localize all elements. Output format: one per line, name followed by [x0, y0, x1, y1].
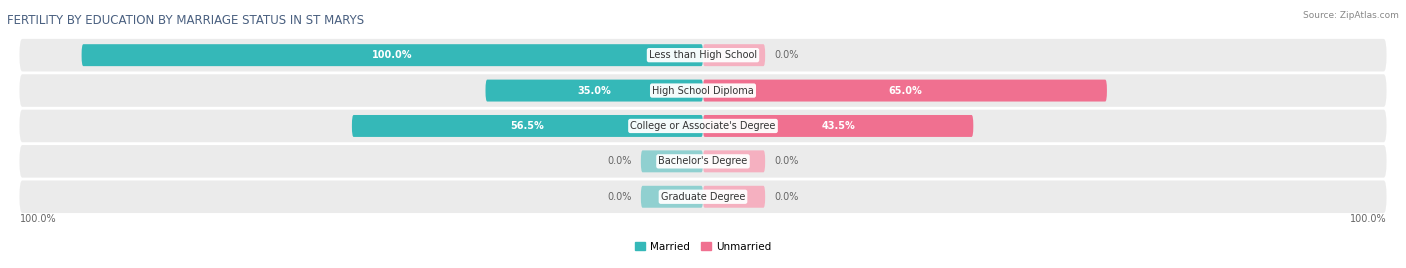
- Text: Source: ZipAtlas.com: Source: ZipAtlas.com: [1303, 11, 1399, 20]
- FancyBboxPatch shape: [641, 150, 703, 172]
- Text: 65.0%: 65.0%: [889, 85, 922, 96]
- Text: 100.0%: 100.0%: [20, 214, 56, 224]
- FancyBboxPatch shape: [703, 115, 973, 137]
- Text: 56.5%: 56.5%: [510, 121, 544, 131]
- Text: 0.0%: 0.0%: [775, 50, 799, 60]
- Text: 0.0%: 0.0%: [775, 192, 799, 202]
- Text: FERTILITY BY EDUCATION BY MARRIAGE STATUS IN ST MARYS: FERTILITY BY EDUCATION BY MARRIAGE STATU…: [7, 14, 364, 27]
- Text: Bachelor's Degree: Bachelor's Degree: [658, 156, 748, 166]
- Text: High School Diploma: High School Diploma: [652, 85, 754, 96]
- FancyBboxPatch shape: [82, 44, 703, 66]
- FancyBboxPatch shape: [703, 80, 1107, 102]
- FancyBboxPatch shape: [641, 186, 703, 208]
- Text: 100.0%: 100.0%: [1350, 214, 1386, 224]
- Text: 0.0%: 0.0%: [775, 156, 799, 166]
- Text: College or Associate's Degree: College or Associate's Degree: [630, 121, 776, 131]
- Text: 0.0%: 0.0%: [607, 192, 631, 202]
- Text: 43.5%: 43.5%: [821, 121, 855, 131]
- FancyBboxPatch shape: [20, 74, 1386, 107]
- Text: 0.0%: 0.0%: [607, 156, 631, 166]
- FancyBboxPatch shape: [703, 186, 765, 208]
- Text: 35.0%: 35.0%: [578, 85, 612, 96]
- FancyBboxPatch shape: [20, 39, 1386, 72]
- Text: Less than High School: Less than High School: [650, 50, 756, 60]
- Text: Graduate Degree: Graduate Degree: [661, 192, 745, 202]
- FancyBboxPatch shape: [485, 80, 703, 102]
- FancyBboxPatch shape: [20, 110, 1386, 142]
- FancyBboxPatch shape: [20, 180, 1386, 213]
- FancyBboxPatch shape: [352, 115, 703, 137]
- Legend: Married, Unmarried: Married, Unmarried: [630, 237, 776, 256]
- FancyBboxPatch shape: [703, 150, 765, 172]
- FancyBboxPatch shape: [703, 44, 765, 66]
- Text: 100.0%: 100.0%: [373, 50, 412, 60]
- FancyBboxPatch shape: [20, 145, 1386, 178]
